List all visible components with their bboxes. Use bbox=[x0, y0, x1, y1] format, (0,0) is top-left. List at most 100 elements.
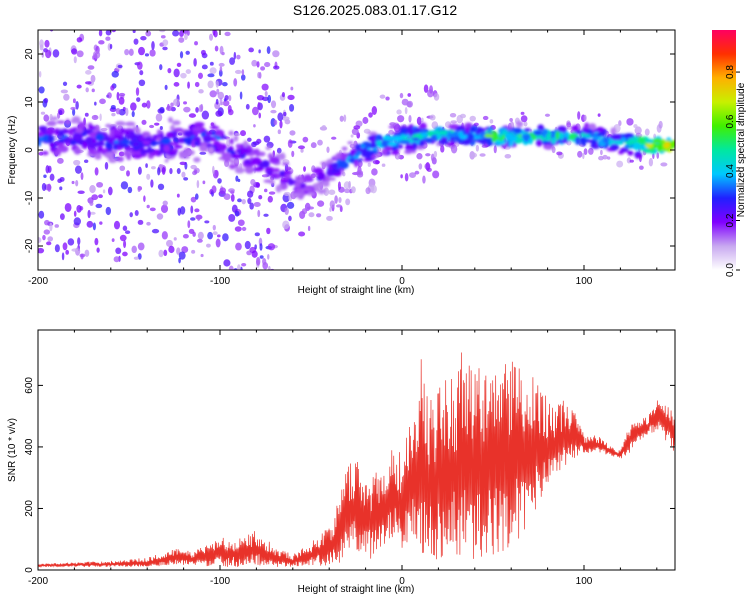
heatmap-ridge-cell bbox=[163, 144, 171, 153]
heatmap-cell bbox=[219, 66, 223, 72]
heatmap-cell bbox=[162, 46, 168, 51]
heatmap-ridge-cell bbox=[141, 149, 152, 154]
heatmap-cell bbox=[326, 146, 330, 153]
heatmap-cell bbox=[173, 98, 180, 107]
heatmap-ridge-cell bbox=[192, 127, 203, 131]
x-tick-label: -100 bbox=[210, 276, 230, 287]
heatmap-cell bbox=[118, 92, 126, 97]
heatmap-cell bbox=[504, 153, 512, 159]
heatmap-cell bbox=[118, 97, 125, 105]
heatmap-cell bbox=[94, 101, 97, 106]
heatmap-cell bbox=[43, 229, 51, 235]
heatmap-cell bbox=[159, 64, 163, 71]
heatmap-cell bbox=[270, 109, 277, 114]
heatmap-ridge-cell bbox=[408, 127, 414, 134]
heatmap-ridge-cell bbox=[113, 140, 119, 144]
heatmap-cell bbox=[58, 109, 63, 116]
heatmap-cell bbox=[194, 41, 198, 46]
heatmap-cell bbox=[227, 109, 234, 116]
heatmap-cell bbox=[329, 207, 332, 212]
heatmap-cell bbox=[306, 206, 314, 210]
heatmap-cell bbox=[154, 122, 160, 126]
heatmap-cell bbox=[222, 81, 228, 87]
heatmap-cell bbox=[99, 98, 106, 105]
heatmap-cell bbox=[425, 153, 431, 157]
heatmap-ridge-cell bbox=[582, 129, 590, 134]
heatmap-cell bbox=[218, 62, 225, 67]
heatmap-cell bbox=[151, 166, 156, 170]
heatmap-cell bbox=[283, 111, 287, 117]
heatmap-ridge-cell bbox=[287, 178, 294, 186]
heatmap-cell bbox=[72, 98, 76, 104]
heatmap-cell bbox=[245, 103, 250, 110]
heatmap-cell bbox=[234, 226, 242, 232]
heatmap-cell bbox=[77, 237, 81, 246]
heatmap-cell bbox=[258, 271, 265, 275]
heatmap-cell bbox=[143, 195, 146, 202]
heatmap-cell bbox=[177, 132, 183, 136]
heatmap-ridge-cell bbox=[564, 131, 570, 138]
heatmap-cell bbox=[92, 50, 101, 59]
heatmap-ridge-cell bbox=[336, 152, 342, 159]
snr-series-line bbox=[38, 352, 675, 568]
heatmap-ridge-cell bbox=[568, 134, 578, 138]
heatmap-cell bbox=[76, 205, 82, 213]
heatmap-ridge-cell bbox=[199, 144, 208, 152]
heatmap-cell bbox=[431, 121, 439, 130]
heatmap-cell bbox=[262, 258, 267, 266]
heatmap-cell bbox=[161, 166, 166, 175]
heatmap-ridge-cell bbox=[635, 154, 642, 159]
heatmap-cell bbox=[204, 220, 210, 224]
heatmap-ridge-cell bbox=[653, 138, 663, 143]
y-tick-label: 0 bbox=[24, 567, 35, 573]
heatmap-cell bbox=[256, 61, 260, 68]
heatmap-cell bbox=[110, 85, 115, 91]
heatmap-ridge-cell bbox=[601, 130, 606, 137]
heatmap-cell bbox=[493, 145, 497, 154]
heatmap-ridge-cell bbox=[561, 139, 569, 144]
heatmap-cell bbox=[399, 92, 404, 99]
heatmap-cell bbox=[111, 30, 117, 33]
heatmap-cell bbox=[83, 159, 89, 163]
heatmap-cell bbox=[247, 190, 254, 198]
heatmap-ridge-cell bbox=[59, 143, 65, 149]
heatmap-cell bbox=[38, 86, 45, 94]
heatmap-cell bbox=[193, 57, 197, 67]
heatmap-ridge-cell bbox=[497, 133, 503, 138]
heatmap-cell bbox=[75, 180, 79, 187]
heatmap-cell bbox=[125, 107, 129, 117]
heatmap-ridge-cell bbox=[627, 150, 634, 156]
heatmap-cell bbox=[342, 171, 346, 177]
heatmap-cell bbox=[157, 183, 165, 191]
heatmap-cell bbox=[214, 45, 219, 52]
heatmap-cell bbox=[326, 215, 333, 221]
heatmap-cell bbox=[247, 197, 252, 205]
heatmap-ridge-cell bbox=[360, 144, 366, 149]
heatmap-cell bbox=[317, 139, 323, 146]
heatmap-cell bbox=[137, 219, 144, 225]
heatmap-cell bbox=[70, 16, 75, 23]
heatmap-ridge-cell bbox=[645, 139, 655, 144]
heatmap-cell bbox=[67, 238, 75, 246]
heatmap-cell bbox=[63, 93, 70, 101]
heatmap-cell bbox=[179, 51, 184, 59]
heatmap-ridge-cell bbox=[165, 132, 174, 138]
heatmap-ridge-cell bbox=[295, 188, 303, 193]
heatmap-cell bbox=[161, 231, 168, 240]
heatmap-cell bbox=[43, 114, 50, 122]
heatmap-ridge-cell bbox=[156, 129, 162, 135]
heatmap-cell bbox=[233, 51, 237, 60]
heatmap-cell bbox=[134, 210, 139, 216]
heatmap-cell bbox=[509, 117, 513, 122]
heatmap-cell bbox=[420, 117, 424, 123]
heatmap-cell bbox=[191, 249, 196, 254]
heatmap-cell bbox=[263, 213, 269, 217]
heatmap-ridge-cell bbox=[183, 147, 190, 155]
heatmap-cell bbox=[57, 178, 62, 183]
heatmap-cell bbox=[85, 81, 92, 85]
heatmap-cell bbox=[350, 134, 354, 138]
heatmap-cell bbox=[283, 191, 291, 197]
y-tick-label: 200 bbox=[24, 500, 35, 517]
heatmap-cell bbox=[240, 266, 243, 270]
